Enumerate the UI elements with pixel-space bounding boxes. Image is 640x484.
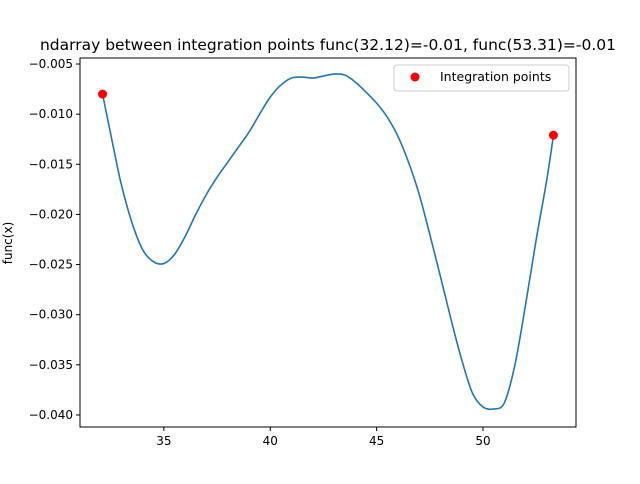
y-tick-label: −0.040 [29, 408, 73, 422]
legend-label: Integration points [440, 69, 551, 84]
y-tick-label: −0.010 [29, 107, 73, 121]
integration-point [98, 89, 108, 99]
x-tick-label: 45 [369, 434, 384, 448]
chart-title: ndarray between integration points func(… [40, 36, 616, 54]
series-line [101, 73, 555, 411]
x-tick-label: 40 [263, 434, 278, 448]
integration-point [548, 130, 558, 140]
legend-marker [410, 72, 420, 82]
y-tick-label: −0.020 [29, 207, 73, 221]
legend: Integration points [393, 64, 570, 92]
y-tick-label: −0.005 [29, 57, 73, 71]
plot-frame [79, 57, 577, 428]
y-tick-label: −0.015 [29, 157, 73, 171]
y-tick-label: −0.030 [29, 308, 73, 322]
y-axis-label: func(x) [1, 222, 15, 265]
legend-box [393, 64, 570, 92]
x-tick-label: 35 [156, 434, 171, 448]
x-tick-label: 50 [475, 434, 490, 448]
y-tick-label: −0.025 [29, 258, 73, 272]
y-tick-label: −0.035 [29, 358, 73, 372]
